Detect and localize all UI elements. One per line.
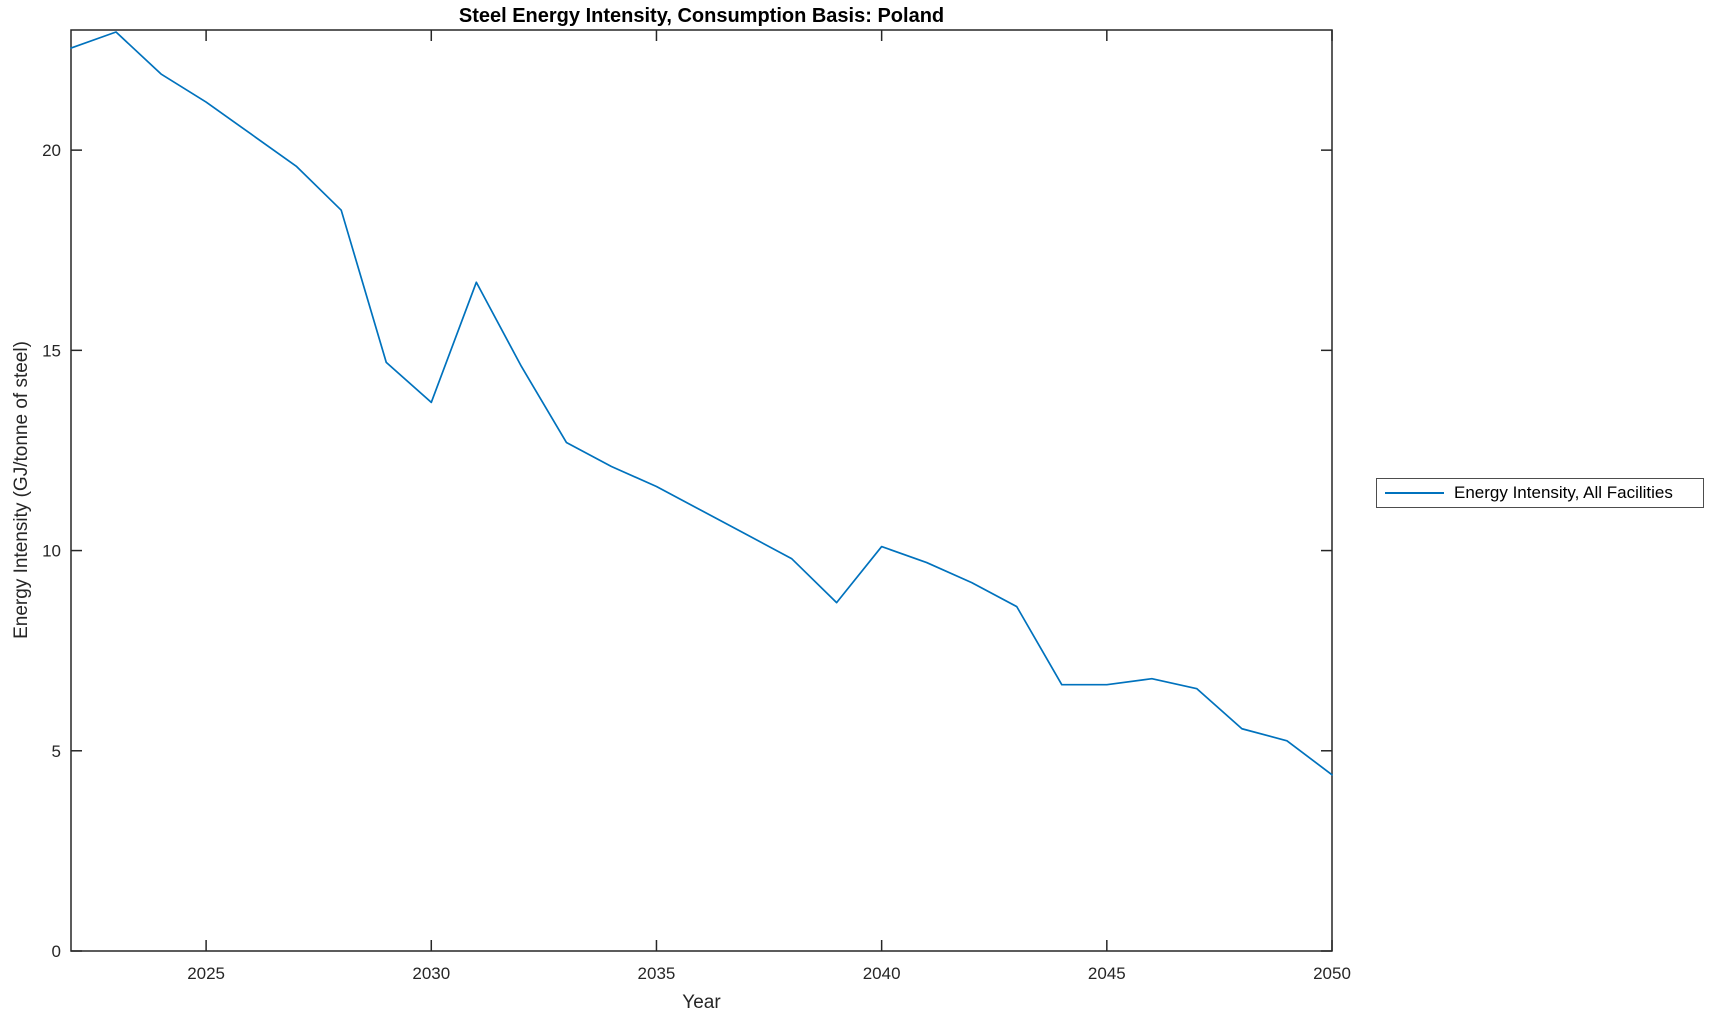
legend-line-sample [1385, 492, 1444, 494]
y-tick-label: 0 [52, 942, 61, 961]
legend: Energy Intensity, All Facilities [1376, 478, 1704, 508]
x-tick-label: 2025 [187, 964, 225, 983]
x-tick-label: 2035 [638, 964, 676, 983]
x-axis-label: Year [682, 992, 721, 1013]
plot-box [70, 29, 1333, 952]
y-tick-label: 5 [52, 742, 61, 761]
y-axis-label: Energy Intensity (GJ/tonne of steel) [11, 341, 32, 639]
y-tick-label: 10 [42, 542, 61, 561]
legend-label: Energy Intensity, All Facilities [1454, 483, 1673, 502]
x-tick-label: 2040 [863, 964, 901, 983]
x-tick-label: 2050 [1313, 964, 1351, 983]
x-tick-label: 2030 [412, 964, 450, 983]
x-tick-label: 2045 [1088, 964, 1126, 983]
chart-title: Steel Energy Intensity, Consumption Basi… [458, 5, 945, 27]
y-tick-label: 20 [42, 141, 61, 160]
plot-line [70, 31, 1333, 776]
y-tick-label: 15 [42, 341, 61, 360]
